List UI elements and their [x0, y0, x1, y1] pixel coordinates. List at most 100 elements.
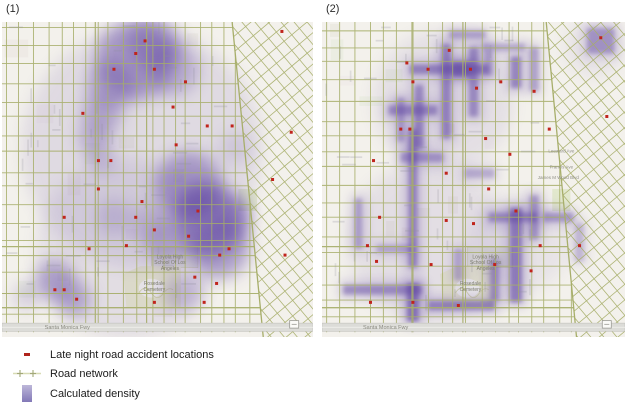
accident-point — [227, 247, 231, 251]
legend-label-road-network: Road network — [50, 367, 118, 380]
map-label: Angeles — [161, 266, 180, 272]
accident-point — [193, 275, 197, 279]
panel-2-label: (2) — [326, 3, 340, 15]
accident-point — [493, 263, 497, 267]
accident-point — [375, 259, 379, 263]
accident-point — [215, 281, 219, 285]
accident-point — [87, 247, 91, 251]
accident-point — [429, 263, 433, 267]
map-label: Loyola High — [157, 254, 184, 260]
accident-point — [456, 304, 460, 307]
map-label: Cemetery — [460, 287, 482, 293]
accident-point — [187, 234, 191, 238]
map-label: Angeles — [477, 266, 496, 272]
legend: Late night road accident locations Road … — [10, 345, 214, 404]
accident-point-icon — [24, 353, 30, 356]
accident-point — [426, 67, 430, 71]
accident-point — [408, 127, 412, 131]
map-label: School Of Los — [470, 260, 502, 266]
accident-point — [75, 297, 79, 301]
map-panel-network-density: Loyola High School Of Los Angeles Rosedale C… — [322, 22, 625, 337]
accident-point — [62, 215, 66, 219]
accident-point — [599, 36, 603, 40]
accident-point — [152, 228, 156, 232]
map-label: Leeward Ave — [548, 149, 574, 154]
accident-point — [499, 80, 503, 84]
accident-point — [53, 288, 57, 292]
accident-point — [202, 300, 206, 304]
accident-point — [174, 143, 178, 147]
map-panel-kernel-density: Loyola High School Of Los Angeles Rosedale C… — [2, 22, 313, 337]
map-label: Loyola High — [472, 254, 499, 260]
accident-point — [183, 80, 187, 84]
legend-item-accidents: Late night road accident locations — [10, 345, 214, 364]
accident-point — [487, 187, 491, 191]
accident-point — [271, 178, 275, 181]
accident-point — [447, 48, 451, 52]
accident-point — [444, 171, 448, 175]
accident-point — [399, 127, 403, 131]
accident-point — [405, 61, 409, 65]
accident-point — [124, 244, 128, 248]
accident-point — [514, 209, 518, 213]
accident-point — [444, 218, 448, 222]
accident-point — [134, 215, 138, 219]
map-corner-icon — [289, 320, 300, 329]
accident-point — [475, 86, 479, 90]
accident-point — [532, 89, 536, 93]
accident-point — [134, 52, 138, 55]
map-label: James M Wood Blvd — [538, 175, 580, 180]
accident-point — [368, 300, 372, 304]
accident-point — [472, 222, 475, 226]
panel-1-label: (1) — [6, 3, 20, 15]
accident-point — [280, 29, 284, 33]
accident-point — [230, 124, 234, 128]
accident-point — [372, 159, 376, 163]
accident-point — [529, 269, 533, 273]
accident-point — [508, 152, 512, 156]
accident-point — [140, 200, 144, 204]
accident-point — [283, 253, 287, 257]
map-label: Cemetery — [144, 287, 166, 293]
legend-label-density: Calculated density — [50, 387, 140, 400]
map-label: Santa Monica Fwy — [363, 325, 408, 331]
accident-point — [152, 300, 156, 304]
map-label: Santa Monica Fwy — [45, 325, 90, 331]
accident-point — [171, 105, 175, 109]
accident-point — [538, 244, 542, 248]
legend-item-road-network: Road network — [10, 364, 214, 383]
map-label: Francis Ave — [550, 164, 574, 169]
accident-point — [112, 67, 116, 71]
density-gradient-icon — [22, 385, 32, 402]
legend-label-accidents: Late night road accident locations — [50, 348, 214, 361]
accident-point — [81, 111, 85, 115]
accident-point — [96, 187, 100, 191]
road-network-icon — [13, 370, 41, 377]
accident-point — [365, 244, 369, 248]
map-label: School Of Los — [154, 260, 186, 266]
accident-point — [578, 244, 582, 248]
accident-point — [218, 253, 222, 257]
accident-point — [152, 67, 156, 71]
accident-point — [411, 300, 415, 304]
accident-point — [289, 130, 293, 134]
accident-point — [62, 288, 66, 292]
accident-point — [484, 137, 488, 141]
accident-point — [411, 80, 415, 84]
legend-item-density: Calculated density — [10, 383, 214, 404]
accident-point — [196, 209, 200, 213]
map-corner-icon — [601, 320, 612, 329]
accident-point — [205, 124, 209, 128]
accident-point — [605, 115, 609, 118]
accident-point — [378, 215, 382, 219]
accident-point — [143, 39, 147, 43]
accident-point — [96, 159, 100, 163]
accident-point — [468, 67, 472, 71]
accident-point — [547, 127, 551, 131]
map-label: Rosedale — [460, 281, 481, 287]
map-label: Rosedale — [144, 281, 165, 287]
accident-point — [109, 159, 113, 163]
